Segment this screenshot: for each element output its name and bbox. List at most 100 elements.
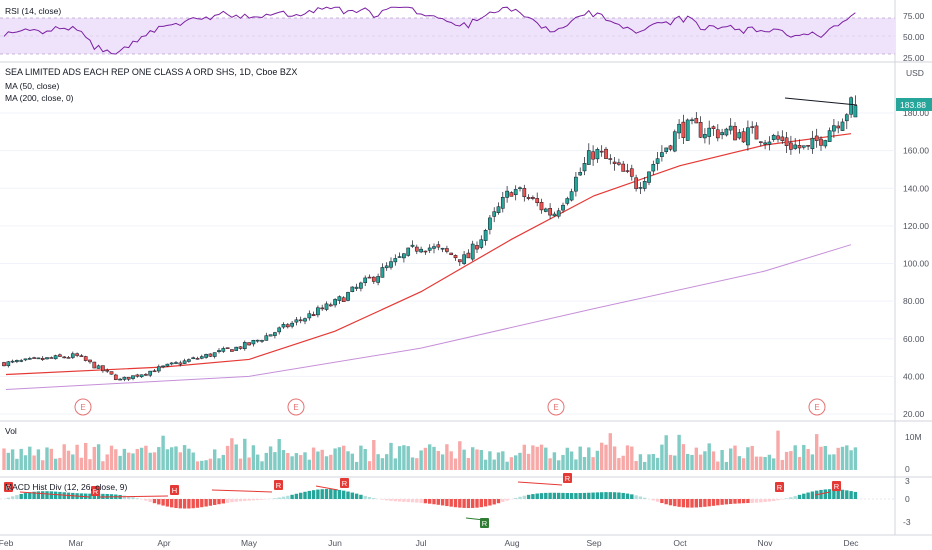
volume-bar [604,444,608,470]
volume-bar [595,450,600,470]
volume-bar [793,445,797,470]
candle [277,326,282,335]
candle-body [15,360,19,362]
candle [513,185,518,201]
macd-bar [397,499,402,502]
candle-body [264,335,269,341]
macd-bar [686,499,690,508]
volume-bar [660,444,664,470]
volume-bar [131,453,135,470]
volume-bar [428,444,432,470]
time-axis-label: Mar [69,538,84,548]
candle-body [832,125,836,132]
candle [6,361,11,368]
volume-bar [509,457,514,470]
candle-body [780,136,785,141]
candle [393,254,398,266]
divergence-marker: R [340,478,349,488]
pane-separators [0,0,932,536]
vol-label: Vol [5,426,17,436]
candle [819,136,823,151]
macd-bar [600,492,604,499]
candle [105,368,110,373]
macd-bar [617,492,621,499]
volume-bar [789,451,793,470]
volume-bar [754,456,759,470]
candle-body [414,246,419,252]
candle [556,207,561,219]
divergence-marker: H [170,485,179,495]
candle-body [109,371,114,375]
candle [470,240,475,262]
time-axis-label: Sep [586,538,601,548]
macd-bar [178,499,182,509]
candle-body [247,342,251,346]
volume-bar [66,450,71,470]
rsi-tick-75: 75.00 [903,11,925,21]
candle-body [49,357,54,359]
candle-body [423,250,428,253]
candle [423,250,428,255]
candle [290,321,294,329]
price-tick-label: 20.00 [903,409,925,419]
candle [402,253,406,263]
candle [479,235,484,250]
earnings-marker: E [287,398,305,416]
candle-body [178,362,183,365]
bull-divergence-marker: R [480,518,489,528]
candle [414,244,419,255]
volume-bar [600,442,604,470]
candle [139,374,144,378]
volume-bar [307,459,311,470]
volume-bar [479,449,483,470]
candle-body [260,340,264,342]
macd-bar [591,492,595,499]
volume-pane: Vol 10M 0 [2,426,922,474]
macd-bar [853,491,858,499]
bull-divergence-badge [480,518,489,528]
macd-tick-0: 0 [905,494,910,504]
macd-bar [630,494,634,499]
macd-bar [772,499,776,501]
candle [518,186,522,192]
macd-bar [200,499,204,508]
macd-bar [557,492,561,499]
candle-body [45,357,49,360]
macd-bar [36,491,41,499]
candle-body [436,244,441,248]
macd-bar [802,493,806,499]
candle [169,362,174,366]
volume-bar [41,460,45,470]
candle-body [350,286,355,292]
candle-body [548,208,552,216]
macd-bar [737,499,741,504]
volume-bar [84,442,88,470]
macd-bar [23,493,28,499]
macd-bar [501,499,505,502]
candle-body [582,163,587,172]
macd-divergences: R R H R R R R R R [4,473,841,528]
volume-bar [92,446,96,470]
candle-body [509,192,514,197]
volume-bar [518,452,522,470]
candle-body [724,128,729,136]
candle-body [449,252,454,255]
macd-bar [608,492,612,499]
macd-bar [479,499,483,508]
candle-body [135,374,140,377]
candle [758,141,763,147]
candle [475,241,479,254]
macd-bar [337,489,342,499]
candle [264,332,269,341]
volume-bar [101,461,105,470]
macd-bar [96,493,101,499]
candle [505,186,509,203]
candle [703,128,707,144]
candle-body [746,127,750,146]
volume-bar [514,455,518,470]
macd-bar [449,499,453,507]
volume-bar [281,450,286,470]
candle [685,118,690,141]
